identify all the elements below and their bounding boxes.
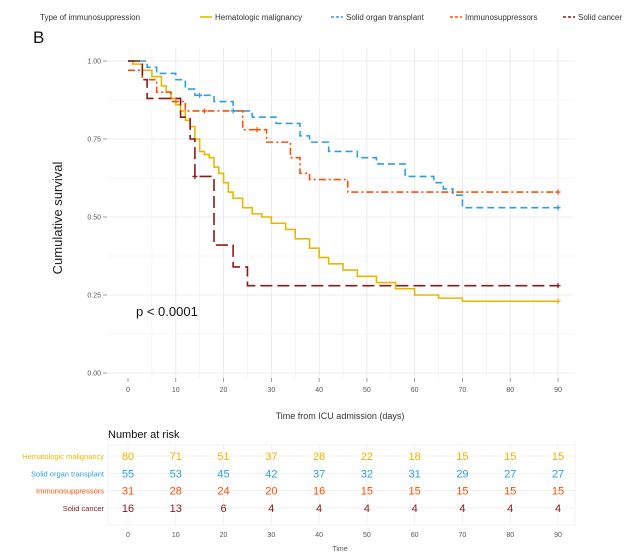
x-tick-label: 10	[172, 387, 180, 394]
risk-count: 37	[313, 468, 325, 480]
risk-x-tick-label: 90	[554, 532, 562, 539]
risk-count: 4	[364, 503, 370, 515]
risk-count: 27	[504, 468, 516, 480]
survival-curve-1	[128, 60, 558, 209]
legend: Hematologic malignancy Solid organ transp…	[200, 13, 622, 22]
risk-count: 4	[316, 503, 322, 515]
risk-count: 15	[456, 486, 468, 498]
risk-x-tick-label: 40	[315, 532, 323, 539]
risk-count: 28	[313, 451, 325, 463]
survival-plot: 0.00 0.25 0.50 0.75 1.00 0 10 20 30 40 50 60 70 80 90	[87, 48, 575, 394]
p-value: p < 0.0001	[136, 304, 198, 319]
risk-count: 31	[409, 468, 421, 480]
risk-count: 13	[170, 503, 182, 515]
risk-row-label: Solid cancer	[63, 504, 105, 513]
risk-x-tick-label: 50	[363, 532, 371, 539]
risk-row-label: Immunosuppressors	[36, 487, 104, 496]
risk-count: 22	[361, 451, 373, 463]
y-tick-label: 1.00	[87, 59, 101, 66]
y-tick-label: 0.25	[87, 293, 101, 300]
risk-count: 16	[122, 503, 134, 515]
plot-panel	[108, 48, 575, 378]
risk-count: 45	[217, 468, 229, 480]
risk-x-tick-label: 30	[267, 532, 275, 539]
x-tick-label: 40	[315, 387, 323, 394]
risk-count: 24	[217, 486, 229, 498]
risk-count: 53	[170, 468, 182, 480]
censor-marks	[192, 92, 561, 304]
risk-count: 18	[409, 451, 421, 463]
survival-curve-3	[128, 60, 558, 287]
risk-count: 15	[552, 486, 564, 498]
risk-x-tick-label: 20	[220, 532, 228, 539]
risk-table-x-label: Time	[332, 546, 347, 553]
risk-count: 55	[122, 468, 134, 480]
risk-count: 4	[459, 503, 465, 515]
x-tick-label: 80	[506, 387, 514, 394]
y-tick-label: 0.50	[87, 215, 101, 222]
risk-count: 4	[507, 503, 513, 515]
risk-x-tick-label: 70	[459, 532, 467, 539]
x-tick-label: 70	[459, 387, 467, 394]
legend-label: Solid organ transplant	[346, 13, 425, 22]
x-tick-label: 20	[220, 387, 228, 394]
panel-label: B	[33, 28, 44, 47]
risk-x-tick-label: 10	[172, 532, 180, 539]
x-tick-label: 30	[267, 387, 275, 394]
risk-x-tick-label: 0	[126, 532, 130, 539]
risk-count: 15	[552, 451, 564, 463]
risk-count: 31	[122, 486, 134, 498]
risk-count: 4	[268, 503, 274, 515]
x-tick-label: 0	[126, 387, 130, 394]
risk-count: 4	[555, 503, 561, 515]
risk-count: 80	[122, 451, 134, 463]
risk-row-label: Solid organ transplant	[31, 469, 105, 478]
legend-label: Immunosuppressors	[465, 13, 537, 22]
x-axis-ticks: 0 10 20 30 40 50 60 70 80 90	[126, 378, 562, 394]
risk-count: 15	[504, 451, 516, 463]
legend-title: Type of immunosuppression	[40, 13, 140, 22]
x-axis-label: Time from ICU admission (days)	[276, 411, 405, 421]
y-tick-label: 0.00	[87, 371, 101, 378]
risk-table-title: Number at risk	[108, 429, 180, 441]
risk-count: 32	[361, 468, 373, 480]
risk-count: 4	[412, 503, 418, 515]
risk-table: 0 10 20 30 40 50 60 70 80 90 Hematologic malignanc…	[22, 444, 576, 539]
y-axis-label: Cumulative survival	[50, 162, 65, 275]
risk-count: 51	[217, 451, 229, 463]
risk-count: 16	[313, 486, 325, 498]
risk-row-label: Hematologic malignancy	[22, 452, 104, 461]
y-tick-label: 0.75	[87, 137, 101, 144]
risk-count: 15	[504, 486, 516, 498]
risk-count: 15	[456, 451, 468, 463]
risk-x-tick-label: 60	[411, 532, 419, 539]
risk-count: 20	[265, 486, 277, 498]
risk-count: 15	[361, 486, 373, 498]
risk-count: 71	[170, 451, 182, 463]
risk-x-tick-label: 80	[506, 532, 514, 539]
legend-label: Hematologic malignancy	[215, 13, 302, 22]
risk-count: 42	[265, 468, 277, 480]
x-tick-label: 90	[554, 387, 562, 394]
risk-count: 28	[170, 486, 182, 498]
x-tick-label: 50	[363, 387, 371, 394]
risk-count: 37	[265, 451, 277, 463]
legend-label: Solid cancer	[578, 13, 622, 22]
risk-count: 29	[456, 468, 468, 480]
x-tick-label: 60	[411, 387, 419, 394]
risk-count: 27	[552, 468, 564, 480]
risk-table-panel	[107, 444, 576, 526]
risk-count: 15	[409, 486, 421, 498]
risk-count: 6	[220, 503, 226, 515]
y-axis-ticks: 0.00 0.25 0.50 0.75 1.00	[87, 59, 107, 378]
